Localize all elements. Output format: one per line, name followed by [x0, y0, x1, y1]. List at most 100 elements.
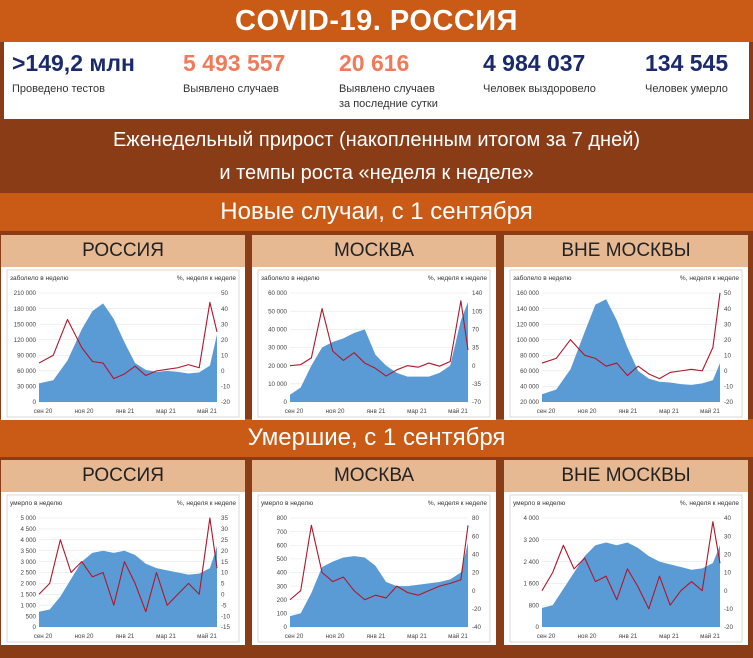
stat-label: Человек умерло — [645, 83, 728, 95]
y-tick-label: 30 000 — [17, 384, 36, 391]
chart-panel-title: МОСКВА — [252, 460, 496, 492]
y-tick-label: 0 — [536, 624, 540, 631]
right-axis-title: %, неделя к неделе — [177, 275, 236, 282]
y2-tick-label: -35 — [472, 381, 482, 388]
left-axis-title: умерло в неделю — [261, 500, 313, 507]
left-axis-title: умерло в неделю — [513, 500, 565, 507]
y2-tick-label: 30 — [221, 526, 228, 533]
y-tick-label: 60 000 — [17, 368, 36, 375]
y2-tick-label: 20 — [221, 548, 228, 555]
y2-tick-label: 30 — [724, 533, 731, 540]
y-tick-label: 4 000 — [21, 537, 37, 544]
y-tick-label: 140 000 — [517, 306, 540, 313]
y-tick-label: 100 — [277, 611, 288, 618]
line-series — [541, 521, 721, 610]
y2-tick-label: -10 — [221, 613, 231, 620]
chart-svg: заболело в неделю %, неделя к неделе 0 30 0… — [6, 269, 240, 418]
stats-bar: >149,2 млн Проведено тестов 5 493 557 Вы… — [4, 42, 749, 119]
y2-tick-label: -5 — [221, 602, 227, 609]
subtitle-line-1: Еженедельный прирост (накопленным итогом… — [112, 129, 641, 151]
y2-tick-label: 40 — [221, 306, 228, 313]
x-tick-label: янв 21 — [619, 633, 638, 640]
x-tick-label: янв 21 — [367, 633, 386, 640]
y-tick-label: 10 000 — [268, 381, 287, 388]
page-title: COVID-19. РОССИЯ — [0, 0, 753, 42]
y2-tick-label: -40 — [472, 624, 482, 631]
y2-tick-label: 70 — [472, 327, 479, 334]
line-series — [289, 524, 469, 601]
y2-tick-label: 140 — [472, 290, 483, 297]
area-series — [542, 299, 720, 402]
y2-tick-label: 10 — [724, 570, 731, 577]
y-tick-label: 300 — [277, 583, 288, 590]
y-tick-label: 150 000 — [14, 321, 37, 328]
y2-tick-label: -70 — [472, 399, 482, 406]
y2-tick-label: 35 — [472, 345, 479, 352]
stat-label: Выявлено случаев — [183, 83, 279, 95]
y-tick-label: 40 000 — [520, 384, 539, 391]
stat-value: >149,2 млн — [12, 50, 135, 76]
chart-panel-title: РОССИЯ — [1, 460, 245, 492]
y2-tick-label: 50 — [221, 290, 228, 297]
area-series — [39, 546, 217, 627]
y-tick-label: 3 200 — [524, 537, 540, 544]
y2-tick-label: 0 — [472, 363, 476, 370]
x-tick-label: ноя 20 — [578, 408, 597, 415]
y-tick-label: 0 — [284, 399, 288, 406]
left-axis-title: умерло в неделю — [10, 500, 62, 507]
y2-tick-label: 20 — [472, 570, 479, 577]
chart-panel-title: РОССИЯ — [1, 235, 245, 267]
y2-tick-label: -15 — [221, 624, 231, 631]
y2-tick-label: 15 — [221, 559, 228, 566]
line-series — [38, 301, 218, 380]
y-tick-label: 20 000 — [268, 363, 287, 370]
y-tick-label: 3 000 — [21, 559, 37, 566]
x-tick-label: май 21 — [700, 633, 720, 640]
chart-panel: РОССИЯ заболело в неделю %, неделя к недел… — [1, 235, 245, 420]
y-tick-label: 120 000 — [14, 337, 37, 344]
area-series — [290, 302, 468, 402]
chart-svg: умерло в неделю %, неделя к неделе 0 800 1 6… — [509, 494, 743, 643]
y2-tick-label: 10 — [221, 352, 228, 359]
x-tick-label: янв 21 — [619, 408, 638, 415]
y-tick-label: 0 — [33, 624, 37, 631]
y2-tick-label: 40 — [724, 306, 731, 313]
y-tick-label: 20 000 — [520, 399, 539, 406]
y2-tick-label: 80 — [472, 515, 479, 522]
x-tick-label: сен 20 — [537, 633, 556, 640]
y-tick-label: 4 500 — [21, 526, 37, 533]
y2-tick-label: 0 — [472, 588, 476, 595]
x-tick-label: мар 21 — [659, 408, 679, 415]
y-tick-label: 500 — [26, 613, 37, 620]
x-tick-label: ноя 20 — [578, 633, 597, 640]
x-tick-label: ноя 20 — [75, 408, 94, 415]
chart-panel: МОСКВА умерло в неделю %, неделя к неделе 0… — [252, 460, 496, 645]
y2-tick-label: -20 — [724, 399, 734, 406]
right-axis-title: %, неделя к неделе — [680, 275, 739, 282]
stat-deaths: 134 545 Человек умерло — [645, 50, 728, 97]
y-tick-label: 600 — [277, 542, 288, 549]
x-tick-label: май 21 — [448, 633, 468, 640]
y2-tick-label: 0 — [724, 588, 728, 595]
chart-panel: МОСКВА заболело в неделю %, неделя к недел… — [252, 235, 496, 420]
line-series — [541, 292, 721, 380]
y-tick-label: 100 000 — [517, 337, 540, 344]
y2-tick-label: 20 — [221, 337, 228, 344]
right-axis-title: %, неделя к неделе — [428, 275, 487, 282]
y2-tick-label: -10 — [221, 384, 231, 391]
y-tick-label: 160 000 — [517, 290, 540, 297]
x-tick-label: сен 20 — [285, 408, 304, 415]
section-new-cases-title: Новые случаи, с 1 сентября — [0, 193, 753, 231]
stat-cases: 5 493 557 Выявлено случаев — [183, 50, 285, 97]
y2-tick-label: 5 — [221, 581, 225, 588]
y2-tick-label: 0 — [724, 368, 728, 375]
y2-tick-label: 10 — [221, 570, 228, 577]
x-tick-label: ноя 20 — [326, 408, 345, 415]
y-tick-label: 500 — [277, 556, 288, 563]
y2-tick-label: 25 — [221, 537, 228, 544]
y-tick-label: 800 — [277, 515, 288, 522]
x-tick-label: сен 20 — [537, 408, 556, 415]
y2-tick-label: -10 — [724, 606, 734, 613]
area-series — [542, 542, 720, 627]
line-series — [38, 517, 218, 613]
